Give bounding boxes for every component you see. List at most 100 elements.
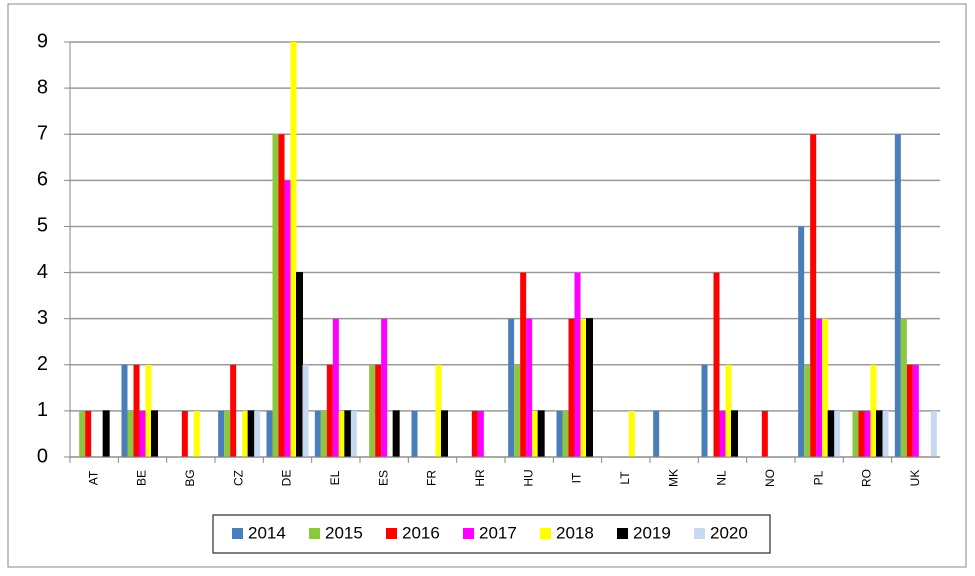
bar	[574, 272, 581, 457]
bar	[731, 410, 738, 458]
bar	[127, 410, 134, 457]
bar	[562, 410, 569, 457]
y-tick-label: 0	[37, 445, 48, 467]
bar	[441, 410, 448, 458]
x-tick-label: PL	[811, 470, 825, 485]
x-tick-label: NL	[715, 470, 729, 486]
bar	[586, 318, 593, 458]
bar	[912, 364, 919, 457]
x-tick-label: IT	[570, 472, 584, 483]
legend-label: 2018	[556, 523, 594, 542]
y-tick-label: 5	[37, 215, 48, 237]
legend-label: 2019	[633, 523, 671, 542]
bar	[520, 272, 527, 457]
bar	[218, 410, 225, 457]
bar	[532, 410, 539, 457]
bar	[266, 410, 273, 457]
bar	[894, 134, 901, 457]
bar	[580, 318, 587, 457]
bar	[272, 134, 279, 457]
bar	[477, 410, 484, 457]
bar	[79, 410, 86, 457]
bar	[798, 226, 805, 457]
bar	[350, 410, 357, 457]
bar	[870, 364, 877, 457]
bar	[725, 364, 732, 457]
bar	[471, 410, 478, 457]
x-tick-label: DE	[280, 470, 294, 487]
bar	[302, 364, 309, 457]
bar	[278, 134, 285, 457]
bar	[242, 410, 249, 457]
bar	[816, 318, 823, 457]
x-tick-label: HU	[521, 469, 535, 486]
x-tick-label: EL	[328, 470, 342, 485]
legend-swatch	[463, 528, 474, 539]
x-tick-label: MK	[666, 469, 680, 487]
x-tick-label: HR	[473, 469, 487, 487]
bar	[864, 410, 871, 457]
bar	[900, 318, 907, 457]
bar	[392, 410, 400, 458]
bar	[296, 272, 303, 458]
legend-swatch	[540, 528, 551, 539]
bar	[556, 410, 563, 457]
bar	[906, 364, 913, 457]
x-tick-label: LT	[618, 471, 632, 485]
bar	[85, 410, 92, 457]
bar	[876, 410, 883, 458]
bar	[230, 364, 237, 457]
bar	[133, 364, 140, 457]
x-tick-label: BG	[183, 469, 197, 486]
legend-label: 2014	[248, 523, 286, 542]
bar	[381, 318, 388, 457]
bar	[121, 364, 128, 457]
legend-swatch	[232, 528, 243, 539]
bar	[852, 410, 859, 457]
bar	[719, 410, 726, 457]
y-tick-label: 3	[37, 307, 48, 329]
bar	[332, 318, 339, 457]
bar	[375, 364, 382, 457]
y-tick-label: 2	[37, 353, 48, 375]
legend-swatch	[694, 528, 705, 539]
x-tick-label: NO	[763, 469, 777, 487]
bar	[344, 410, 352, 458]
bar	[254, 410, 261, 457]
y-tick-label: 4	[37, 261, 48, 283]
x-tick-label: BE	[135, 470, 149, 486]
legend-swatch	[386, 528, 397, 539]
y-tick-label: 9	[37, 30, 48, 52]
bar	[338, 410, 345, 457]
legend-label: 2017	[479, 523, 517, 542]
legend-label: 2020	[710, 523, 748, 542]
bar	[804, 364, 811, 457]
bar	[827, 410, 835, 458]
bar	[314, 410, 321, 457]
x-tick-label: UK	[908, 470, 922, 487]
bar	[369, 364, 376, 457]
bar	[537, 410, 545, 458]
x-tick-label: CZ	[231, 470, 245, 486]
bar	[284, 180, 291, 458]
x-tick-label: FR	[425, 470, 439, 486]
bar	[701, 364, 708, 457]
legend-box	[212, 514, 771, 554]
bar	[247, 410, 255, 458]
bar	[930, 410, 937, 457]
bar	[139, 410, 146, 457]
bar	[326, 364, 333, 457]
bar	[653, 410, 660, 457]
bar	[882, 410, 889, 457]
bar	[181, 410, 188, 457]
bar	[151, 410, 158, 458]
bar	[628, 410, 635, 457]
legend-swatch	[617, 528, 628, 539]
x-tick-label: AT	[86, 470, 100, 485]
bar	[761, 410, 768, 457]
legend-swatch	[309, 528, 320, 539]
y-tick-label: 6	[37, 169, 48, 191]
x-tick-label: RO	[860, 469, 874, 487]
legend-label: 2016	[402, 523, 440, 542]
